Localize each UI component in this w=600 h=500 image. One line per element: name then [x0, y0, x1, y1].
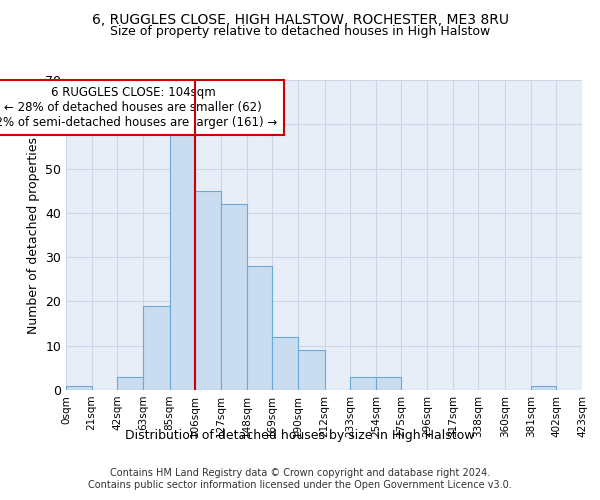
Text: 6, RUGGLES CLOSE, HIGH HALSTOW, ROCHESTER, ME3 8RU: 6, RUGGLES CLOSE, HIGH HALSTOW, ROCHESTE…: [91, 12, 509, 26]
Bar: [247, 266, 272, 390]
Bar: [170, 128, 196, 390]
Bar: [531, 386, 556, 390]
Bar: [221, 204, 247, 390]
Bar: [66, 386, 92, 390]
Bar: [376, 376, 401, 390]
Text: Contains public sector information licensed under the Open Government Licence v3: Contains public sector information licen…: [88, 480, 512, 490]
Bar: [298, 350, 325, 390]
Bar: [196, 190, 221, 390]
Bar: [117, 376, 143, 390]
Bar: [143, 306, 170, 390]
Text: Contains HM Land Registry data © Crown copyright and database right 2024.: Contains HM Land Registry data © Crown c…: [110, 468, 490, 477]
Bar: [272, 337, 298, 390]
Text: Distribution of detached houses by size in High Halstow: Distribution of detached houses by size …: [125, 428, 475, 442]
Text: Size of property relative to detached houses in High Halstow: Size of property relative to detached ho…: [110, 25, 490, 38]
Text: 6 RUGGLES CLOSE: 104sqm
← 28% of detached houses are smaller (62)
72% of semi-de: 6 RUGGLES CLOSE: 104sqm ← 28% of detache…: [0, 86, 278, 129]
Y-axis label: Number of detached properties: Number of detached properties: [26, 136, 40, 334]
Bar: [350, 376, 376, 390]
